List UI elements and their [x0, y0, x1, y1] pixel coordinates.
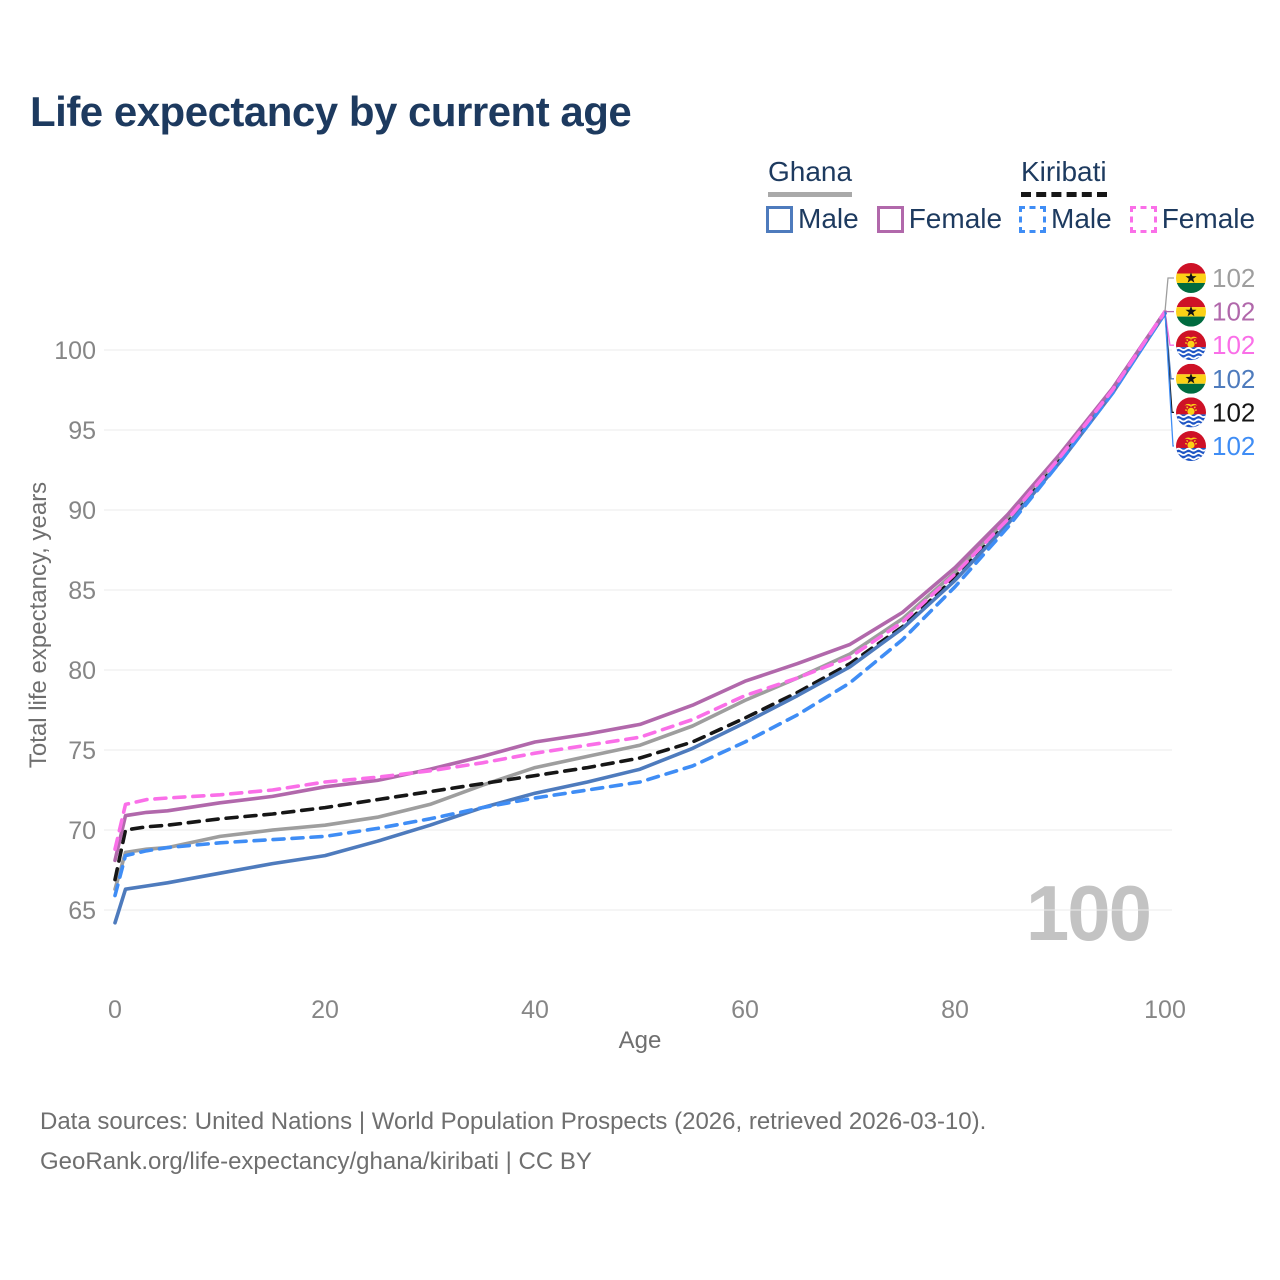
- end-value-label: 102: [1212, 330, 1255, 360]
- legend-country-ghana-label: Ghana: [768, 156, 853, 187]
- end-label-connector: [1164, 311, 1174, 346]
- series-line-kiribati-female: [113, 309, 1167, 852]
- legend-label: Male: [798, 203, 859, 234]
- ghana-total-line-swatch: [768, 192, 853, 197]
- legend-item-ghana-male[interactable]: Male: [766, 203, 859, 235]
- y-tick-label: 70: [68, 817, 96, 845]
- legend-item-ghana-female[interactable]: Female: [876, 203, 1003, 235]
- legend-items-ghana: Male Female: [766, 203, 1020, 235]
- attribution-link-text: GeoRank.org/life-expectancy/ghana/kiriba…: [40, 1148, 592, 1175]
- ghana-female-swatch-icon: [876, 205, 904, 233]
- x-tick-label: 0: [108, 996, 122, 1024]
- data-sources-text: Data sources: United Nations | World Pop…: [40, 1108, 987, 1135]
- x-tick-label: 20: [311, 996, 339, 1024]
- series-line-kiribati-total: [113, 311, 1167, 882]
- age-frame-watermark: 100: [1025, 869, 1152, 957]
- ghana-male-swatch-icon: [766, 205, 793, 233]
- end-value-label: 102: [1212, 263, 1255, 293]
- y-tick-label: 90: [68, 497, 96, 525]
- x-tick-label: 40: [521, 996, 549, 1024]
- y-tick-label: 80: [68, 657, 96, 685]
- kiribati-female-swatch-icon: [1129, 205, 1157, 233]
- x-tick-label: 100: [1144, 996, 1186, 1024]
- legend-country-kiribati-label: Kiribati: [1021, 156, 1107, 187]
- y-tick-label: 65: [68, 897, 96, 925]
- series-line-kiribati-male: [113, 311, 1167, 898]
- end-value-label: 102: [1212, 297, 1255, 327]
- ghana-flag-icon: [1176, 297, 1206, 327]
- y-tick-label: 85: [68, 577, 96, 605]
- y-tick-label: 95: [68, 417, 96, 445]
- kiribati-flag-icon: [1176, 397, 1206, 427]
- series-line-ghana-total: [113, 309, 1167, 892]
- x-tick-label: 60: [731, 996, 759, 1024]
- end-label-connector: [1164, 277, 1174, 312]
- y-axis-title: Total life expectancy, years: [25, 482, 52, 768]
- legend-country-kiribati[interactable]: Kiribati: [1021, 156, 1107, 197]
- legend-label: Female: [1161, 203, 1256, 234]
- kiribati-total-line-swatch: [1021, 192, 1107, 197]
- legend-items-kiribati: Male Female: [1019, 203, 1273, 235]
- series-line-ghana-female: [113, 309, 1167, 863]
- y-tick-label: 75: [68, 737, 96, 765]
- legend-item-kiribati-female[interactable]: Female: [1129, 203, 1256, 235]
- x-tick-label: 80: [941, 996, 969, 1024]
- page-title: Life expectancy by current age: [30, 88, 632, 135]
- legend-label: Female: [908, 203, 1003, 234]
- end-value-label: 102: [1212, 397, 1255, 427]
- y-tick-label: 100: [54, 337, 96, 365]
- line-chart: Total life expectancy, years Age 65 70 75 8…: [25, 263, 1255, 1054]
- kiribati-flag-icon: [1176, 431, 1206, 461]
- end-value-label: 102: [1212, 431, 1255, 461]
- ghana-flag-icon: [1176, 364, 1206, 394]
- end-value-label: 102: [1212, 364, 1255, 394]
- legend-label: Male: [1051, 203, 1112, 234]
- legend-country-ghana[interactable]: Ghana: [768, 156, 853, 197]
- end-label-connector: [1164, 311, 1174, 447]
- series-line-ghana-male: [113, 311, 1167, 925]
- ghana-flag-icon: [1176, 263, 1206, 293]
- x-axis-title: Age: [619, 1027, 662, 1054]
- legend-item-kiribati-male[interactable]: Male: [1019, 203, 1112, 235]
- kiribati-male-swatch-icon: [1019, 205, 1046, 233]
- kiribati-flag-icon: [1176, 330, 1206, 360]
